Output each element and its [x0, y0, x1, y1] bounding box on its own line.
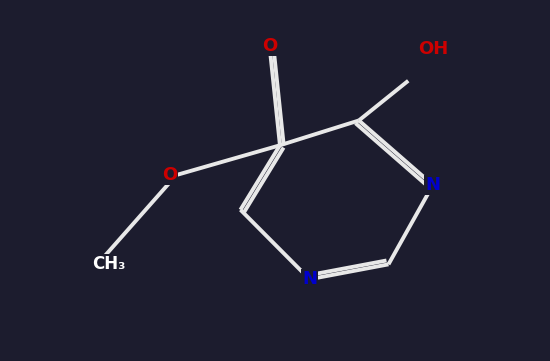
- Text: O: O: [162, 166, 177, 184]
- Text: N: N: [302, 270, 317, 288]
- Text: CH₃: CH₃: [92, 255, 126, 273]
- Text: OH: OH: [418, 40, 448, 58]
- Text: O: O: [262, 37, 278, 55]
- Text: N: N: [425, 176, 441, 194]
